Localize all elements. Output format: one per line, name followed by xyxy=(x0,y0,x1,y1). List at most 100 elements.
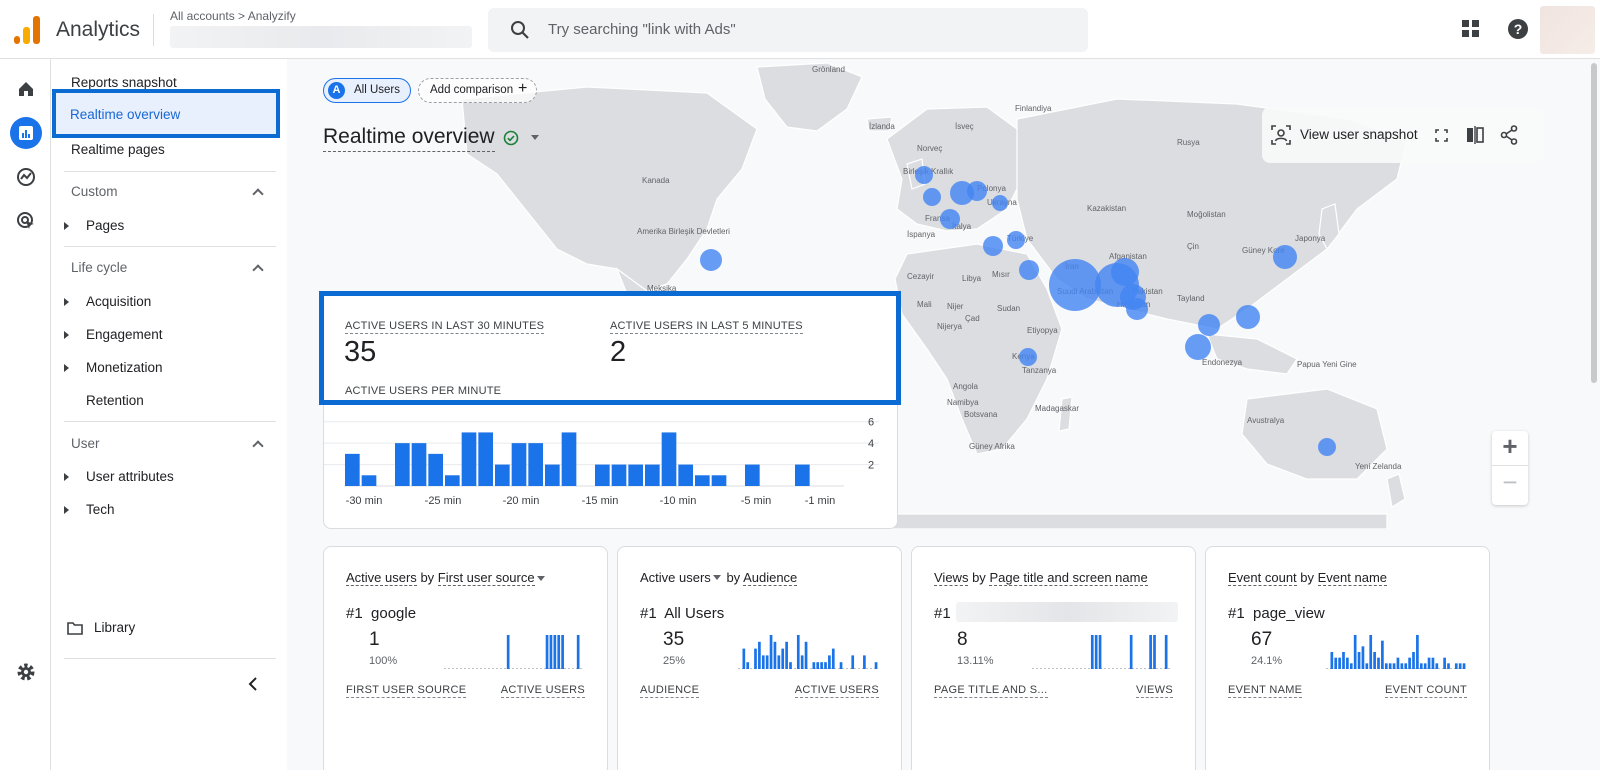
card-col-metric[interactable]: VIEWS xyxy=(1136,684,1173,698)
nav-realtime-overview[interactable]: Realtime overview xyxy=(52,89,280,138)
chart-bar[interactable] xyxy=(461,432,477,486)
collapse-chevron-left-icon[interactable] xyxy=(248,677,258,691)
chevron-up-icon[interactable] xyxy=(252,188,264,200)
user-location-bubble[interactable] xyxy=(940,209,960,229)
user-location-bubble[interactable] xyxy=(915,166,933,184)
chart-bar[interactable] xyxy=(528,443,543,486)
user-location-bubble[interactable] xyxy=(923,188,941,206)
title-dropdown-icon[interactable] xyxy=(531,135,539,140)
advertising-icon[interactable] xyxy=(10,205,42,237)
user-location-bubble[interactable] xyxy=(1185,334,1211,360)
user-location-bubble[interactable] xyxy=(983,236,1003,256)
share-icon[interactable] xyxy=(1500,125,1518,145)
card-col-dimension[interactable]: AUDIENCE xyxy=(640,684,700,698)
scrollbar[interactable] xyxy=(1591,63,1597,383)
nav-user-attributes[interactable]: User attributes xyxy=(64,469,174,484)
search-input[interactable]: Try searching "link with Ads" xyxy=(548,21,736,38)
apps-grid-icon[interactable] xyxy=(1462,20,1480,38)
card-col-metric[interactable]: EVENT COUNT xyxy=(1385,684,1467,698)
help-icon[interactable]: ? xyxy=(1507,18,1529,40)
card-col-dimension[interactable]: FIRST USER SOURCE xyxy=(346,684,467,698)
nav-retention[interactable]: Retention xyxy=(86,393,144,408)
user-location-bubble[interactable] xyxy=(700,249,722,271)
card-title[interactable]: Active users by Audience xyxy=(640,570,798,586)
nav-reports-snapshot[interactable]: Reports snapshot xyxy=(71,75,177,90)
card-col-metric[interactable]: ACTIVE USERS xyxy=(794,684,879,698)
home-icon[interactable] xyxy=(10,73,42,105)
active-users-5-label[interactable]: ACTIVE USERS IN LAST 5 MINUTES xyxy=(610,320,803,334)
user-location-bubble[interactable] xyxy=(992,195,1008,211)
nav-realtime-pages[interactable]: Realtime pages xyxy=(71,142,165,157)
chart-bar[interactable] xyxy=(661,432,677,486)
chart-bar[interactable] xyxy=(411,443,427,486)
card-title[interactable]: Active users by First user source xyxy=(346,570,545,586)
user-location-bubble[interactable] xyxy=(1318,438,1336,456)
chart-bar[interactable] xyxy=(595,464,610,486)
chart-bar[interactable] xyxy=(511,443,527,486)
chart-bar[interactable] xyxy=(611,464,627,486)
compare-icon[interactable] xyxy=(1466,126,1484,144)
card-col-dimension[interactable]: PAGE TITLE AND S... xyxy=(934,684,1048,698)
chart-bar[interactable] xyxy=(395,443,410,486)
avatar[interactable] xyxy=(1540,6,1595,54)
nav-library[interactable]: Library xyxy=(94,620,136,635)
user-location-bubble[interactable] xyxy=(1111,258,1139,286)
settings-gear-icon[interactable] xyxy=(10,656,42,688)
active-users-30-label[interactable]: ACTIVE USERS IN LAST 30 MINUTES xyxy=(345,320,545,334)
check-circle-icon[interactable] xyxy=(503,130,519,146)
chart-bar[interactable] xyxy=(361,475,377,486)
chart-bar[interactable] xyxy=(645,464,660,486)
nav-section-life-cycle[interactable]: Life cycle xyxy=(71,260,128,275)
user-location-bubble[interactable] xyxy=(1126,298,1148,320)
chevron-up-icon[interactable] xyxy=(252,440,264,452)
user-location-bubble[interactable] xyxy=(1049,259,1101,311)
search-bar[interactable]: Try searching "link with Ads" xyxy=(488,8,1088,52)
user-location-bubble[interactable] xyxy=(1019,348,1037,366)
add-comparison-button[interactable]: Add comparison + xyxy=(418,78,537,103)
nav-monetization[interactable]: Monetization xyxy=(64,360,163,375)
breadcrumb[interactable]: All accounts > Analyzify xyxy=(170,9,296,23)
fullscreen-icon[interactable] xyxy=(1435,129,1448,142)
nav-engagement[interactable]: Engagement xyxy=(64,327,163,342)
chart-bar[interactable] xyxy=(711,475,727,486)
chart-bar[interactable] xyxy=(545,464,560,486)
zoom-out-button[interactable]: − xyxy=(1502,467,1518,497)
chart-bar[interactable] xyxy=(495,464,510,486)
chart-bar[interactable] xyxy=(345,453,360,486)
card-col-dimension[interactable]: EVENT NAME xyxy=(1228,684,1303,698)
chart-bar[interactable] xyxy=(428,453,443,486)
chart-bar[interactable] xyxy=(695,475,710,486)
chart-bar[interactable] xyxy=(445,475,460,486)
reports-icon[interactable] xyxy=(10,117,42,149)
user-location-bubble[interactable] xyxy=(1273,245,1297,269)
card-title[interactable]: Views by Page title and screen name xyxy=(934,570,1148,586)
property-selector[interactable] xyxy=(170,26,472,48)
chart-bar[interactable] xyxy=(795,464,810,486)
user-location-bubble[interactable] xyxy=(1007,231,1025,249)
chart-bar[interactable] xyxy=(478,432,493,486)
user-location-bubble[interactable] xyxy=(967,181,987,201)
all-users-chip[interactable]: A All Users xyxy=(323,78,411,103)
chart-bar[interactable] xyxy=(745,464,760,486)
card-title[interactable]: Event count by Event name xyxy=(1228,570,1388,586)
caret-down-icon[interactable] xyxy=(712,575,721,580)
chevron-up-icon[interactable] xyxy=(252,264,264,276)
user-snapshot-icon[interactable] xyxy=(1271,125,1291,145)
nav-pages[interactable]: Pages xyxy=(64,218,124,233)
chart-bar[interactable] xyxy=(628,464,643,486)
zoom-in-button[interactable]: + xyxy=(1502,431,1518,461)
user-location-bubble[interactable] xyxy=(1236,305,1260,329)
view-user-snapshot-button[interactable]: View user snapshot xyxy=(1300,127,1418,142)
nav-acquisition[interactable]: Acquisition xyxy=(64,294,151,309)
analytics-logo[interactable] xyxy=(14,16,40,44)
caret-down-icon[interactable] xyxy=(536,576,545,581)
card-col-metric[interactable]: ACTIVE USERS xyxy=(500,684,585,698)
nav-section-user[interactable]: User xyxy=(71,436,100,451)
nav-tech[interactable]: Tech xyxy=(64,502,115,517)
explore-icon[interactable] xyxy=(10,161,42,193)
chart-bar[interactable] xyxy=(678,464,693,486)
user-location-bubble[interactable] xyxy=(1019,260,1039,280)
user-location-bubble[interactable] xyxy=(1198,314,1220,336)
nav-section-custom[interactable]: Custom xyxy=(71,184,118,199)
chart-bar[interactable] xyxy=(561,432,577,486)
